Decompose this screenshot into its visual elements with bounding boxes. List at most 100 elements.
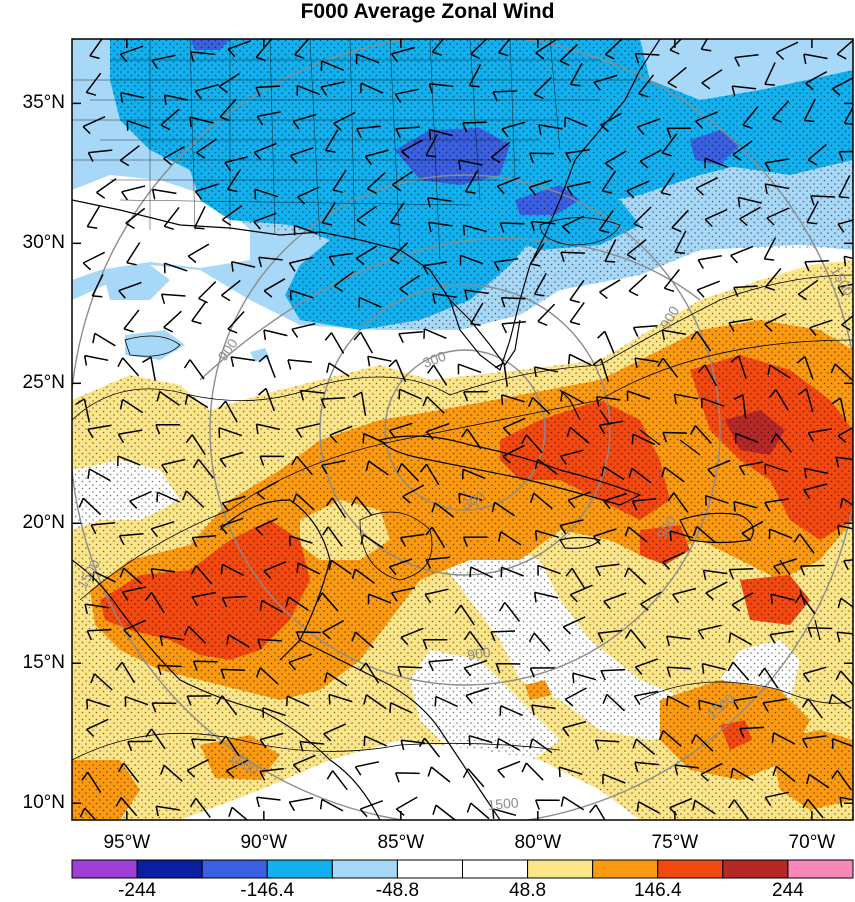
wind-barb — [366, 172, 386, 194]
wind-barb — [391, 46, 415, 63]
wind-barb — [469, 566, 493, 579]
wind-barb — [288, 797, 314, 812]
colorbar-swatch — [201, 859, 268, 879]
wind-barb — [117, 357, 140, 377]
wind-barb — [566, 426, 590, 444]
wind-barb — [597, 330, 615, 354]
colorbar-swatch — [462, 859, 529, 879]
yucatan — [219, 499, 331, 661]
wind-barb — [704, 494, 729, 506]
wind-barb — [764, 268, 782, 291]
wind-barb — [191, 301, 207, 325]
wind-barb — [119, 398, 144, 414]
wind-barb — [497, 531, 522, 546]
jamaica — [559, 536, 602, 549]
wind-barb — [115, 797, 138, 817]
wind-barb — [121, 586, 147, 601]
wind-barb — [184, 394, 209, 409]
wind-barb — [565, 148, 590, 163]
wind-barb — [364, 149, 389, 165]
wind-barb — [633, 206, 652, 229]
wind-barb — [624, 567, 647, 585]
wind-barb — [181, 490, 205, 509]
wind-barb — [356, 205, 378, 227]
wind-barb — [192, 660, 218, 671]
wind-barb — [767, 364, 791, 379]
wind-barb — [730, 355, 747, 379]
wind-barb — [603, 492, 627, 510]
black-contours — [72, 217, 853, 761]
central-america — [299, 639, 501, 820]
wind-barb — [771, 100, 790, 123]
wind-barb — [502, 417, 526, 436]
florida-peninsula — [449, 299, 521, 367]
wind-barb — [770, 593, 795, 605]
wind-barb — [463, 630, 485, 652]
wind-barb — [805, 71, 828, 91]
wind-barb — [770, 433, 793, 453]
wind-barb — [730, 245, 754, 264]
wind-barb — [626, 180, 650, 199]
wind-barb — [663, 269, 680, 293]
wind-barb — [359, 662, 380, 684]
wind-barb — [363, 694, 387, 710]
wind-barb — [665, 695, 690, 708]
wind-barb — [157, 664, 182, 676]
wind-barb — [498, 39, 511, 57]
wind-barb — [227, 40, 251, 58]
wind-barb — [142, 356, 156, 381]
wind-barb — [495, 662, 521, 674]
wind-barb — [324, 332, 345, 354]
wind-barb — [396, 462, 419, 482]
wind-barb — [530, 220, 556, 232]
wind-barb — [631, 433, 656, 446]
wind-barb — [221, 205, 243, 226]
wind-barb — [733, 394, 747, 419]
wind-barb — [558, 766, 583, 778]
wind-barb — [123, 309, 140, 333]
wind-barb — [602, 693, 626, 712]
wind-barb — [427, 364, 448, 386]
wind-barb — [797, 279, 819, 301]
wind-barb — [764, 791, 789, 807]
wind-barb — [86, 698, 110, 710]
wind-barb — [353, 331, 374, 354]
wind-barb — [351, 568, 376, 584]
wind-barb — [764, 183, 790, 195]
wind-barb — [528, 179, 553, 196]
wind-barb — [560, 796, 585, 811]
wind-barb — [600, 668, 626, 681]
wind-barb — [559, 449, 584, 465]
wind-barb — [521, 762, 544, 781]
wind-barb — [697, 364, 718, 387]
wind-barb — [258, 256, 283, 268]
wind-barb — [400, 627, 424, 646]
wind-barb — [658, 730, 682, 747]
wind-barb — [193, 206, 206, 230]
wind-barb — [731, 592, 754, 612]
latitude-label: 15°N — [22, 652, 65, 674]
wind-barb — [225, 759, 249, 779]
wind-barb — [529, 152, 554, 163]
wind-barb — [296, 562, 320, 575]
colorbar-tick-label: 146.4 — [633, 880, 682, 901]
longitude-label: 90°W — [240, 832, 288, 853]
wind-barb — [123, 619, 147, 638]
colorbar-swatch — [787, 859, 854, 879]
wind-barb — [321, 202, 336, 226]
wind-barb — [258, 354, 276, 378]
wind-barb — [466, 802, 490, 820]
wind-barb — [529, 738, 553, 754]
wind-barb — [86, 718, 109, 737]
wind-barb — [493, 258, 519, 272]
wind-barb — [367, 593, 392, 605]
wind-barb — [738, 461, 764, 476]
wind-barb — [698, 699, 723, 711]
wind-barb — [228, 806, 249, 820]
wind-barb — [328, 559, 352, 575]
wind-barb — [426, 422, 450, 440]
wind-barb — [667, 492, 689, 513]
wind-barb — [117, 762, 139, 783]
wind-barb — [84, 603, 110, 615]
colorbar-swatch — [71, 859, 138, 879]
